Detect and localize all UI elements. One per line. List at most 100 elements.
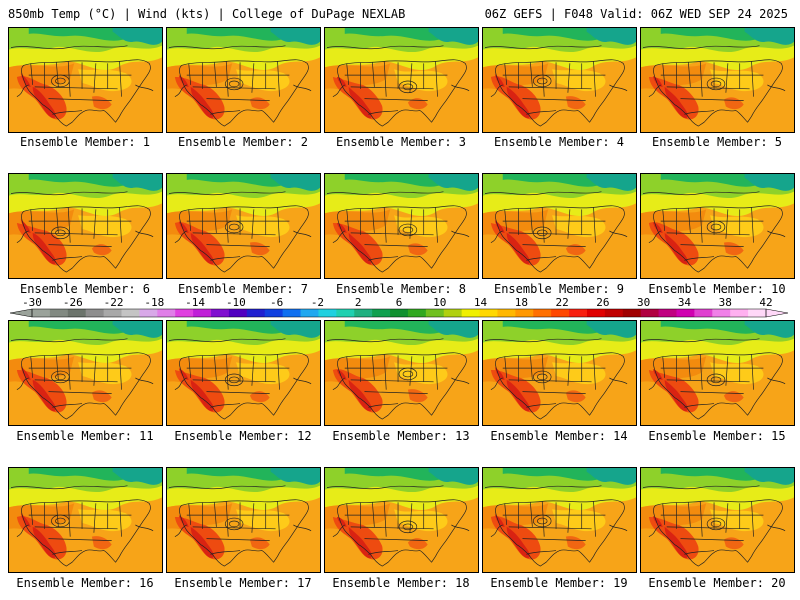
colorbar-segment: [390, 309, 409, 317]
model-run-label: 06Z GEFS | F048 Valid: 06Z WED SEP 24 20…: [484, 7, 788, 21]
colorbar-tick-label: -6: [270, 296, 283, 309]
ensemble-member-label: Ensemble Member: 12: [174, 429, 312, 443]
ensemble-member-label: Ensemble Member: 13: [332, 429, 470, 443]
colorbar-segment: [622, 309, 642, 317]
colorbar-segment: [175, 309, 194, 317]
colorbar-segment: [658, 309, 677, 317]
colorbar-segment: [604, 309, 624, 317]
colorbar-segment: [282, 309, 301, 317]
ensemble-member-label: Ensemble Member: 7: [177, 282, 309, 296]
ensemble-member-map: [8, 173, 163, 279]
colorbar-tick-label: -10: [226, 296, 246, 309]
colorbar-tick-label: -26: [63, 296, 83, 309]
chart-title: 850mb Temp (°C) | Wind (kts) | College o…: [8, 7, 406, 21]
ensemble-member-map: [482, 27, 637, 133]
colorbar-segment: [586, 309, 606, 317]
ensemble-member-map: [8, 467, 163, 573]
colorbar-segment: [730, 309, 749, 317]
colorbar-segment: [515, 309, 534, 317]
colorbar-outline: [31, 308, 767, 318]
colorbar-segment: [318, 309, 337, 317]
colorbar-tick-label: 14: [474, 296, 488, 309]
ensemble-member-label: Ensemble Member: 14: [490, 429, 628, 443]
ensemble-member-map: [640, 467, 795, 573]
colorbar-tick-label: 22: [555, 296, 568, 309]
ensemble-member-map: [8, 320, 163, 426]
ensemble-member-map: [166, 27, 321, 133]
colorbar-segment: [407, 309, 427, 317]
colorbar-low-arrow: [9, 308, 33, 318]
colorbar-segment: [67, 309, 87, 317]
ensemble-member-label: Ensemble Member: 2: [177, 135, 309, 149]
ensemble-member-map: [324, 27, 479, 133]
ensemble-member-map: [324, 173, 479, 279]
colorbar-tick-label: 2: [355, 296, 362, 309]
ensemble-member-map: [640, 173, 795, 279]
colorbar-segment: [354, 309, 373, 317]
ensemble-member-label: Ensemble Member: 18: [332, 576, 470, 590]
colorbar-segment: [748, 309, 767, 317]
colorbar-segment: [121, 309, 140, 317]
colorbar-tick-label: -14: [185, 296, 205, 309]
ensemble-member-label: Ensemble Member: 11: [16, 429, 154, 443]
colorbar-tick-label: -18: [144, 296, 164, 309]
ensemble-member-map: [166, 173, 321, 279]
colorbar-tick-label: 30: [637, 296, 650, 309]
colorbar-segment: [372, 309, 391, 317]
colorbar-segment: [85, 309, 105, 317]
colorbar-tick-label: 38: [719, 296, 732, 309]
colorbar-tick-label: 18: [515, 296, 528, 309]
colorbar-segment: [49, 309, 69, 317]
colorbar-segment: [640, 309, 659, 317]
ensemble-member-map: [8, 27, 163, 133]
colorbar-tick-label: 26: [596, 296, 609, 309]
colorbar-segment: [479, 309, 498, 317]
colorbar-segment: [676, 309, 695, 317]
colorbar-segment: [569, 309, 588, 317]
colorbar-segment: [551, 309, 570, 317]
colorbar-segment: [193, 309, 212, 317]
ensemble-member-map: [324, 320, 479, 426]
ensemble-member-label: Ensemble Member: 15: [648, 429, 786, 443]
colorbar-tick-label: -2: [311, 296, 324, 309]
ensemble-member-map: [482, 467, 637, 573]
ensemble-member-label: Ensemble Member: 20: [648, 576, 786, 590]
ensemble-member-label: Ensemble Member: 5: [651, 135, 783, 149]
colorbar-tick-label: -30: [22, 296, 42, 309]
colorbar-segment: [712, 309, 731, 317]
ensemble-member-label: Ensemble Member: 9: [493, 282, 625, 296]
colorbar-tick-label: -22: [104, 296, 124, 309]
colorbar-segment: [443, 309, 463, 317]
colorbar-segment: [211, 309, 230, 317]
colorbar-segment: [228, 309, 248, 317]
ensemble-member-label: Ensemble Member: 19: [490, 576, 628, 590]
ensemble-member-label: Ensemble Member: 16: [16, 576, 154, 590]
colorbar-segment: [533, 309, 552, 317]
colorbar-segment: [461, 309, 480, 317]
colorbar-segment: [300, 309, 319, 317]
colorbar-segment: [139, 309, 158, 317]
colorbar-segment: [246, 309, 266, 317]
colorbar-tick-label: 10: [433, 296, 446, 309]
ensemble-member-label: Ensemble Member: 1: [19, 135, 151, 149]
colorbar-segment: [497, 309, 516, 317]
colorbar-tick-label: 34: [678, 296, 692, 309]
colorbar-segment: [264, 309, 284, 317]
colorbar-segment: [157, 309, 176, 317]
ensemble-member-map: [324, 467, 479, 573]
ensemble-member-label: Ensemble Member: 17: [174, 576, 312, 590]
ensemble-member-map: [640, 27, 795, 133]
colorbar-tick-label: 6: [396, 296, 403, 309]
ensemble-member-map: [482, 173, 637, 279]
colorbar-segment: [425, 309, 445, 317]
ensemble-member-label: Ensemble Member: 3: [335, 135, 467, 149]
colorbar-tick-label: 42: [759, 296, 772, 309]
ensemble-member-map: [166, 320, 321, 426]
ensemble-member-map: [482, 320, 637, 426]
colorbar-segment: [336, 309, 355, 317]
ensemble-member-map: [640, 320, 795, 426]
colorbar-segment: [103, 309, 122, 317]
ensemble-member-label: Ensemble Member: 10: [648, 282, 786, 296]
colorbar-high-arrow: [765, 308, 789, 318]
ensemble-member-map: [166, 467, 321, 573]
